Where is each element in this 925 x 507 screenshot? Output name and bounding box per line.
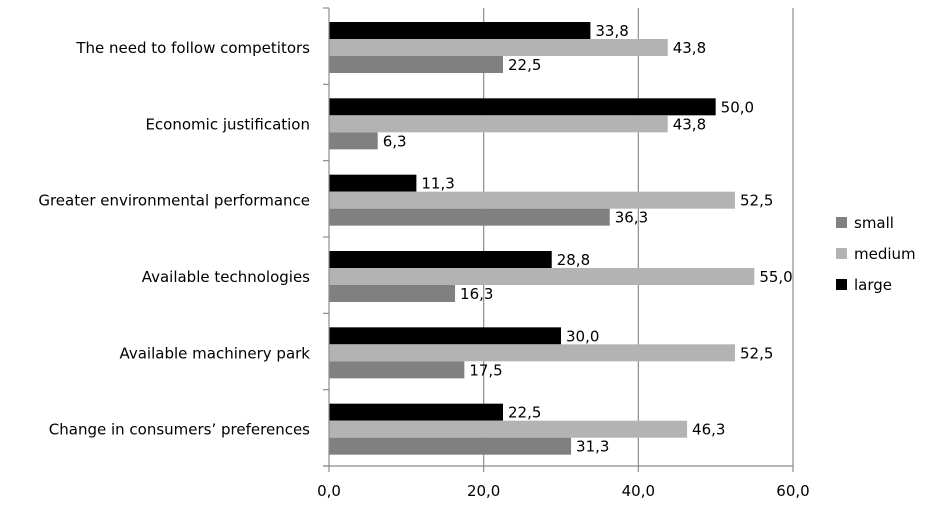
data-label: 22,5: [508, 404, 541, 422]
bar-medium: [329, 191, 735, 209]
bar-medium: [329, 268, 755, 285]
data-label: 36,3: [615, 209, 648, 227]
legend-label-medium: medium: [854, 245, 916, 263]
bar-large: [329, 251, 552, 268]
data-label: 17,5: [469, 361, 502, 379]
data-label: 11,3: [421, 175, 454, 193]
data-label: 22,5: [508, 56, 541, 74]
bar-small: [329, 285, 456, 302]
data-label: 52,5: [740, 344, 773, 362]
bar-large: [329, 98, 716, 116]
data-label: 31,3: [576, 438, 609, 456]
grid-lines: [483, 8, 794, 466]
bar-small: [329, 208, 610, 226]
data-label: 55,0: [759, 268, 792, 286]
data-label: 46,3: [692, 421, 725, 439]
bar-medium: [329, 344, 735, 362]
legend-label-large: large: [854, 276, 892, 294]
axes: [323, 7, 794, 472]
bar-large: [329, 327, 561, 345]
data-label: 28,8: [557, 251, 590, 269]
bar-medium: [329, 39, 668, 56]
data-label: 16,3: [460, 285, 493, 303]
labels: 0,0 20,0 40,0 60,0 33,8 43,8 22,5 The need to f…: [38, 22, 809, 500]
category-label: Change in consumers’ preferences: [49, 421, 310, 439]
bar-large: [329, 22, 591, 39]
bar-large: [329, 174, 417, 192]
legend-swatch-large: [836, 279, 847, 290]
data-label: 52,5: [740, 192, 773, 210]
x-tick-label: 60,0: [776, 482, 809, 500]
data-label: 30,0: [566, 327, 599, 345]
category-label: Available technologies: [142, 268, 310, 286]
category-label: Greater environmental performance: [38, 192, 310, 210]
x-tick-label: 40,0: [622, 482, 655, 500]
category-label: The need to follow competitors: [75, 39, 310, 57]
bar-small: [329, 361, 465, 379]
data-label: 33,8: [595, 22, 628, 40]
bar-small: [329, 56, 503, 73]
x-tick-label: 20,0: [467, 482, 500, 500]
legend: small medium large: [836, 214, 916, 294]
legend-swatch-small: [836, 217, 847, 228]
x-tick-label: 0,0: [317, 482, 341, 500]
bars: [329, 22, 755, 455]
data-label: 43,8: [673, 115, 706, 133]
bar-small: [329, 132, 378, 150]
bar-medium: [329, 420, 688, 438]
category-label: Available machinery park: [119, 344, 310, 362]
legend-label-small: small: [854, 214, 894, 232]
bar-large: [329, 403, 503, 421]
legend-swatch-medium: [836, 248, 847, 259]
data-label: 6,3: [383, 132, 407, 150]
data-label: 43,8: [673, 39, 706, 57]
bar-small: [329, 437, 572, 455]
data-label: 50,0: [721, 98, 754, 116]
bar-medium: [329, 115, 668, 133]
category-label: Economic justification: [145, 115, 310, 133]
